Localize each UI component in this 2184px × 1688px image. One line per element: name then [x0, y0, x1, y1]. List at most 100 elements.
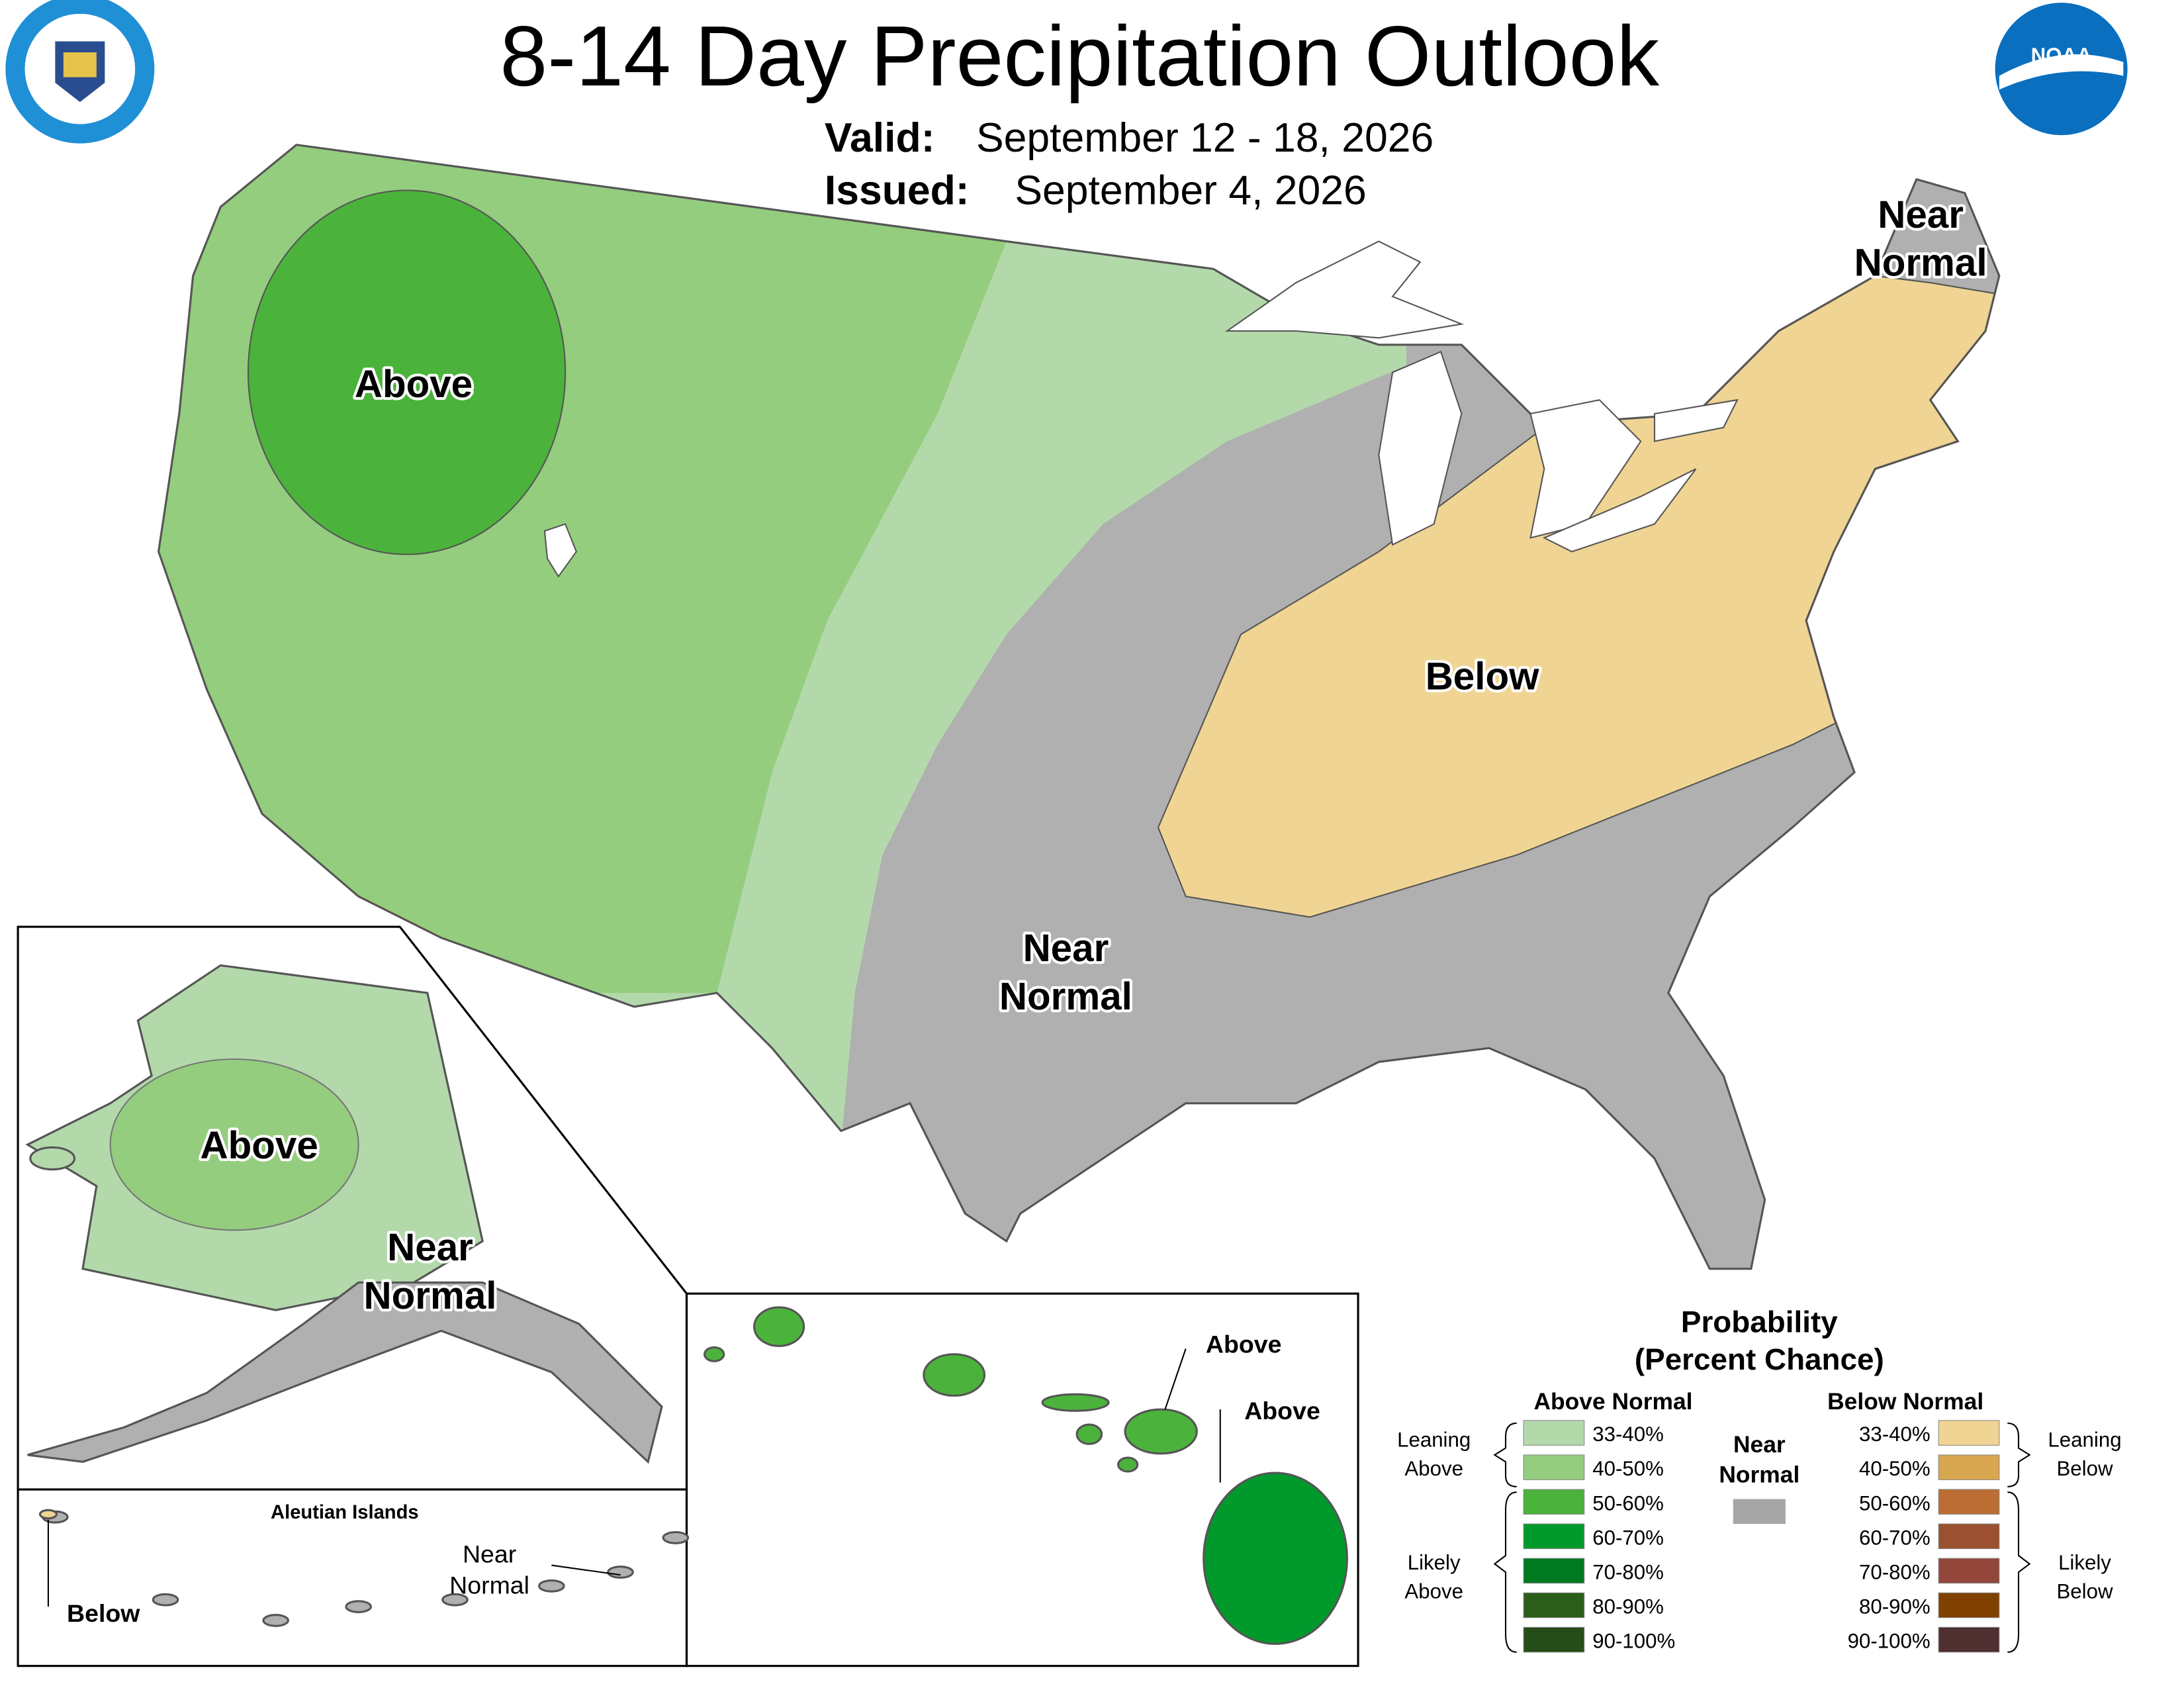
conus-outline	[157, 144, 2001, 1270]
aleutian-island	[345, 1600, 372, 1613]
legend-near-line: Normal	[1719, 1462, 1799, 1488]
legend-range: 60-70%	[1859, 1526, 1931, 1549]
region-label-line: Above	[355, 363, 473, 406]
alaska-near-normal	[27, 1281, 663, 1464]
niihau	[704, 1346, 725, 1362]
st-lawrence-island	[29, 1146, 76, 1171]
legend-group-line: Below	[2056, 1580, 2113, 1603]
hawaii-inset-frame	[685, 1292, 1359, 1667]
region-label-line: Normal	[999, 975, 1132, 1018]
legend-group-line: Likely	[2058, 1551, 2111, 1574]
legend-near: Near Normal	[1719, 1431, 1799, 1488]
legend-swatch	[1938, 1558, 2000, 1584]
lanai	[1075, 1423, 1103, 1445]
region-label: Near Normal	[999, 927, 1132, 1018]
legend-swatch	[1523, 1489, 1585, 1515]
region-label-line: Normal	[364, 1274, 497, 1317]
legend-brace	[1493, 1422, 1517, 1487]
region-label-line: Below	[1426, 655, 1539, 698]
legend-swatch	[1523, 1592, 1585, 1618]
leader-line	[1164, 1348, 1187, 1410]
legend-swatch	[1938, 1592, 2000, 1618]
zones	[158, 144, 1999, 1145]
leader-line	[551, 1564, 621, 1576]
legend-heading: Above Normal	[1533, 1388, 1692, 1415]
legend-heading: Below Normal	[1827, 1388, 1983, 1415]
molokai	[1041, 1393, 1110, 1412]
aleutian-island	[607, 1566, 634, 1579]
lake-michigan	[1378, 350, 1463, 546]
legend: Probability (Percent Chance) Above Normal B…	[1397, 1305, 2122, 1653]
aleutian-island	[441, 1593, 469, 1607]
region-label: Below	[67, 1599, 140, 1627]
title: 8-14 Day Precipitation Outlook	[500, 9, 1659, 104]
conus-map	[157, 144, 2001, 1270]
insets	[17, 925, 1359, 1667]
legend-range: 40-50%	[1859, 1457, 1931, 1480]
legend-swatch	[1938, 1626, 2000, 1653]
region-label-line: Below	[67, 1599, 140, 1627]
legend-group: Leaning Below	[2048, 1428, 2121, 1480]
aleutian-island	[662, 1531, 690, 1544]
legend-title-line: (Percent Chance)	[1635, 1342, 1884, 1376]
aleutian-island	[262, 1614, 289, 1627]
legend-group-line: Likely	[1408, 1551, 1461, 1574]
legend-swatch	[1733, 1499, 1786, 1524]
region-label-line: Above	[1244, 1397, 1320, 1425]
legend-range: 70-80%	[1859, 1560, 1931, 1583]
region-label: Aleutian Islands	[271, 1502, 419, 1523]
legend-swatch	[1523, 1420, 1585, 1446]
maui	[1124, 1408, 1198, 1455]
legend-swatch	[1938, 1454, 2000, 1480]
legend-near-line: Near	[1733, 1431, 1786, 1458]
legend-range: 33-40%	[1859, 1423, 1931, 1446]
aleutian-island	[538, 1579, 565, 1593]
region-label-line: Near	[1023, 927, 1109, 970]
legend-range: 50-60%	[1592, 1491, 1664, 1515]
legend-swatch	[1523, 1626, 1585, 1653]
region-label: Above	[1206, 1331, 1282, 1358]
region-label: Above	[1244, 1397, 1320, 1425]
legend-group: Likely Below	[2056, 1551, 2113, 1603]
region-label: Above	[201, 1124, 318, 1167]
region-label-line: Above	[201, 1124, 318, 1167]
legend-range: 90-100%	[1848, 1630, 1931, 1653]
legend-range: 80-90%	[1859, 1595, 1931, 1618]
legend-range: 70-80%	[1592, 1560, 1664, 1583]
legend-brace	[1493, 1491, 1517, 1653]
region-label-line: Near	[463, 1540, 516, 1568]
legend-title-line: Probability	[1681, 1305, 1838, 1339]
legend-swatch	[1938, 1523, 2000, 1550]
region-label: Above	[355, 363, 473, 406]
lake-superior	[1224, 240, 1465, 339]
oahu	[923, 1353, 986, 1397]
kahoolawe	[1117, 1456, 1139, 1473]
legend-group-line: Leaning	[2048, 1428, 2121, 1451]
lake-erie	[1542, 468, 1697, 553]
region-label: Near Normal	[364, 1226, 497, 1317]
legend-group-line: Below	[2056, 1457, 2113, 1480]
valid-dates: September 12 - 18, 2026	[976, 115, 1433, 161]
great-salt-lake	[543, 523, 578, 578]
commerce-seal	[5, 0, 155, 144]
lake-ontario	[1653, 399, 1739, 442]
issued-label: Issued:	[825, 167, 970, 213]
region-label-line: Aleutian Islands	[271, 1502, 419, 1523]
issued-date: September 4, 2026	[1015, 167, 1366, 213]
region-label-line: Normal	[449, 1571, 529, 1599]
legend-swatch	[1938, 1420, 2000, 1446]
region-label-line: Near	[387, 1226, 473, 1269]
legend-swatch	[1523, 1523, 1585, 1550]
logo-text: NOAA	[2031, 44, 2092, 67]
big-island	[1203, 1472, 1348, 1645]
legend-group: Leaning Above	[1397, 1428, 1471, 1480]
valid-label: Valid:	[825, 115, 935, 161]
legend-range: 50-60%	[1859, 1491, 1931, 1515]
region-label-line: Near	[1878, 193, 1964, 236]
region-label-line: Above	[1206, 1331, 1282, 1358]
legend-range: 90-100%	[1592, 1630, 1675, 1653]
alaska-above-40-50	[109, 1058, 359, 1231]
legend-brace	[2007, 1491, 2031, 1653]
